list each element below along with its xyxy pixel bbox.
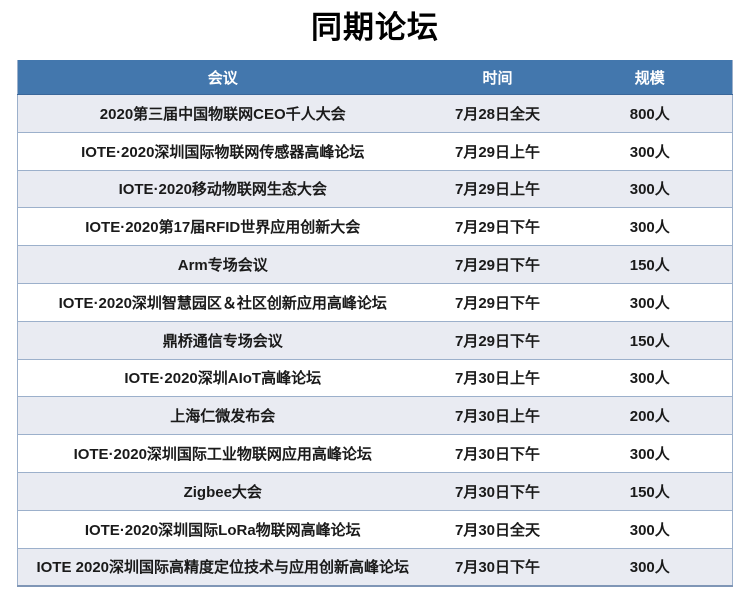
column-header-conference: 会议: [17, 60, 428, 95]
time-cell: 7月30日上午: [427, 396, 568, 435]
time-cell: 7月29日下午: [427, 282, 568, 322]
scale-cell: 150人: [567, 471, 733, 511]
scale-cell: 150人: [567, 320, 733, 360]
table-row: IOTE·2020深圳智慧园区＆社区创新应用高峰论坛 7月29日下午 300人: [17, 282, 733, 322]
column-header-scale: 规模: [567, 60, 733, 95]
conference-cell: IOTE·2020第17届RFID世界应用创新大会: [17, 207, 428, 246]
time-cell: 7月30日上午: [427, 358, 568, 397]
scale-cell: 300人: [567, 131, 733, 171]
time-cell: 7月29日下午: [427, 320, 568, 360]
scale-cell: 800人: [567, 94, 733, 133]
column-header-time: 时间: [427, 60, 568, 95]
table-row: IOTE 2020深圳国际高精度定位技术与应用创新高峰论坛 7月30日下午 30…: [17, 547, 733, 587]
table-row: IOTE·2020深圳国际LoRa物联网高峰论坛 7月30日全天 300人: [17, 509, 733, 549]
time-cell: 7月29日上午: [427, 169, 568, 208]
conference-cell: IOTE·2020移动物联网生态大会: [17, 169, 428, 208]
scale-cell: 300人: [567, 358, 733, 397]
scale-cell: 300人: [567, 169, 733, 208]
conference-cell: Arm专场会议: [17, 245, 428, 284]
table-row: 上海仁微发布会 7月30日上午 200人: [17, 396, 733, 435]
table-row: Zigbee大会 7月30日下午 150人: [17, 471, 733, 511]
time-cell: 7月28日全天: [427, 94, 568, 133]
table-row: 2020第三届中国物联网CEO千人大会 7月28日全天 800人: [17, 94, 733, 133]
scale-cell: 300人: [567, 509, 733, 549]
table-row: IOTE·2020深圳国际工业物联网应用高峰论坛 7月30日下午 300人: [17, 434, 733, 473]
table-header: 会议 时间 规模: [17, 60, 733, 95]
conference-cell: IOTE·2020深圳国际LoRa物联网高峰论坛: [17, 509, 428, 549]
scale-cell: 300人: [567, 282, 733, 322]
time-cell: 7月29日上午: [427, 131, 568, 171]
time-cell: 7月30日下午: [427, 547, 568, 587]
conference-cell: IOTE 2020深圳国际高精度定位技术与应用创新高峰论坛: [17, 547, 428, 587]
table-row: 鼎桥通信专场会议 7月29日下午 150人: [17, 320, 733, 360]
scale-cell: 200人: [567, 396, 733, 435]
time-cell: 7月30日下午: [427, 434, 568, 473]
conference-cell: Zigbee大会: [17, 471, 428, 511]
time-cell: 7月30日下午: [427, 471, 568, 511]
time-cell: 7月29日下午: [427, 245, 568, 284]
scale-cell: 150人: [567, 245, 733, 284]
conference-cell: 2020第三届中国物联网CEO千人大会: [17, 94, 428, 133]
table-body: 2020第三届中国物联网CEO千人大会 7月28日全天 800人 IOTE·20…: [17, 94, 733, 587]
table-row: IOTE·2020深圳AIoT高峰论坛 7月30日上午 300人: [17, 358, 733, 397]
table-row: IOTE·2020第17届RFID世界应用创新大会 7月29日下午 300人: [17, 207, 733, 246]
scale-cell: 300人: [567, 207, 733, 246]
conference-cell: IOTE·2020深圳国际工业物联网应用高峰论坛: [17, 434, 428, 473]
conference-cell: 鼎桥通信专场会议: [17, 320, 428, 360]
header-row: 会议 时间 规模: [17, 60, 733, 95]
forum-table: 会议 时间 规模 2020第三届中国物联网CEO千人大会 7月28日全天 800…: [17, 60, 733, 588]
table-row: IOTE·2020深圳国际物联网传感器高峰论坛 7月29日上午 300人: [17, 131, 733, 171]
scale-cell: 300人: [567, 547, 733, 587]
scale-cell: 300人: [567, 434, 733, 473]
table-row: Arm专场会议 7月29日下午 150人: [17, 245, 733, 284]
conference-cell: IOTE·2020深圳AIoT高峰论坛: [17, 358, 428, 397]
conference-cell: IOTE·2020深圳国际物联网传感器高峰论坛: [17, 131, 428, 171]
table-row: IOTE·2020移动物联网生态大会 7月29日上午 300人: [17, 169, 733, 208]
page-title: 同期论坛: [311, 10, 439, 45]
conference-cell: IOTE·2020深圳智慧园区＆社区创新应用高峰论坛: [17, 282, 428, 322]
conference-cell: 上海仁微发布会: [17, 396, 428, 435]
time-cell: 7月30日全天: [427, 509, 568, 549]
time-cell: 7月29日下午: [427, 207, 568, 246]
